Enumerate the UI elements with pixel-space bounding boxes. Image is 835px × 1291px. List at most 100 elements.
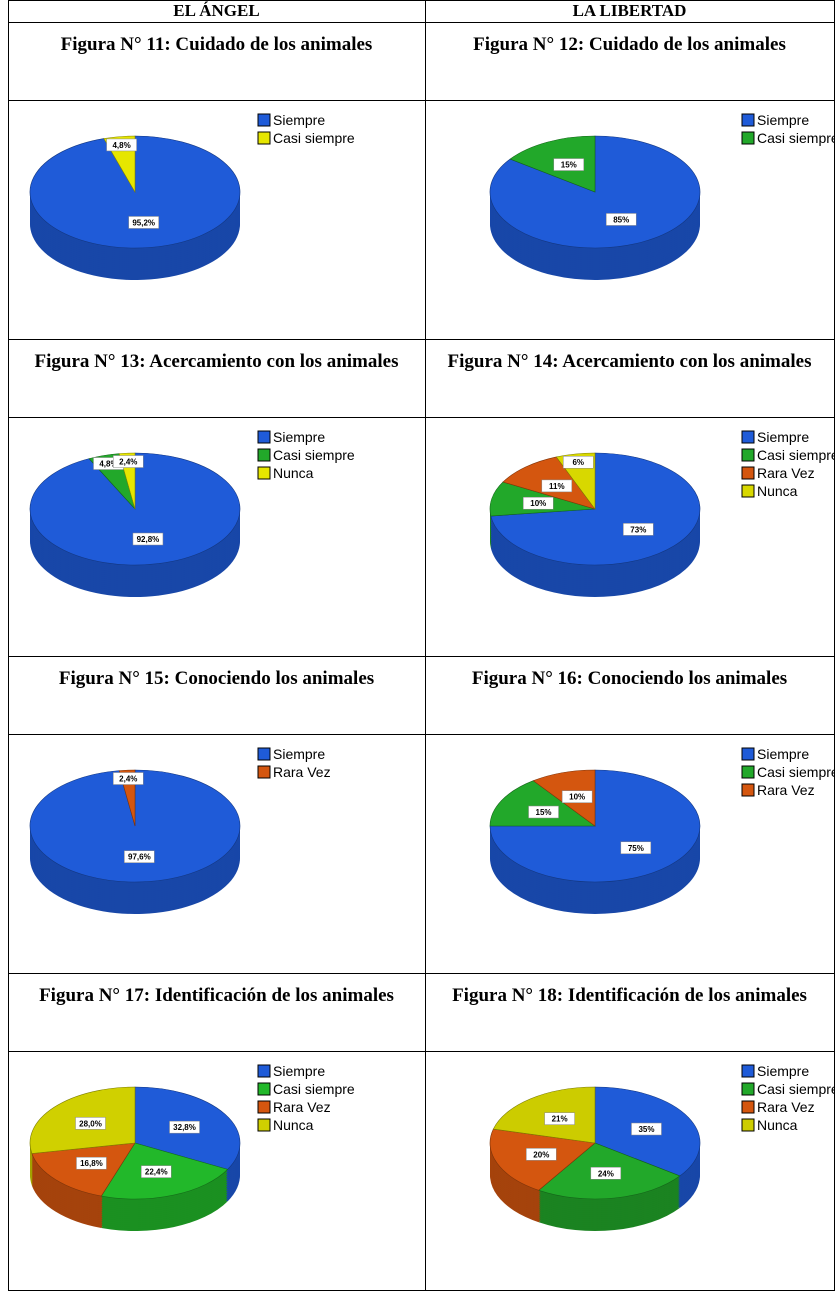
data-label: 22,4% [145, 1168, 168, 1177]
legend-label: Casi siempre [757, 764, 834, 780]
legend-swatch [257, 1082, 271, 1096]
legend-label: Casi siempre [757, 1081, 834, 1097]
legend-swatch [741, 783, 755, 797]
table-border [8, 22, 835, 23]
legend-label: Siempre [757, 1063, 809, 1079]
legend-swatch [741, 1100, 755, 1114]
label-box [620, 841, 652, 855]
figure-title: Figura N° 11: Cuidado de los animales [60, 34, 373, 55]
figure-title: Figura N° 16: Conociendo los animales [471, 668, 788, 689]
figure-title: Figura N° 15: Conociendo los animales [58, 668, 375, 689]
legend-label: Casi siempre [757, 130, 834, 146]
data-label: 95,2% [132, 218, 155, 227]
pie-slice [489, 780, 596, 827]
label-box [563, 455, 594, 469]
label-box [623, 523, 654, 536]
pie-chart: 73% 10%11% 6% Siempre Casi siempre Rara Vez Nu… [489, 429, 834, 597]
legend-swatch [257, 131, 271, 145]
legend-swatch [257, 747, 271, 761]
chart-cell: 85% 15% Siempre Casi siempre [425, 100, 834, 339]
legend-label: Siempre [757, 429, 809, 445]
label-box [526, 1148, 557, 1161]
data-label: 35% [638, 1125, 654, 1134]
table-border [8, 656, 835, 657]
table-border [8, 100, 835, 101]
pie-slice [509, 135, 596, 193]
legend-swatch [257, 1118, 271, 1132]
label-box [141, 1165, 172, 1178]
data-label: 85% [613, 215, 629, 224]
figure-title: Figura N° 12: Cuidado de los animales [473, 34, 786, 55]
chart-cell: 73% 10% 11% 6% Siempre Casi siempre Rara Vez Nu… [425, 417, 834, 656]
legend-label: Siempre [273, 746, 325, 762]
pie-chart: 85% 15% Siempre Casi siempre [489, 112, 834, 280]
legend-swatch [741, 131, 755, 145]
data-label: 6% [572, 458, 584, 467]
table-border [8, 973, 835, 974]
legend-label: Casi siempre [273, 1081, 355, 1097]
legend-swatch [257, 113, 271, 127]
label-box [544, 1112, 575, 1125]
data-label: 73% [630, 525, 646, 534]
legend-swatch [741, 484, 755, 498]
legend-swatch [257, 448, 271, 462]
legend-swatch [741, 448, 755, 462]
pie-chart: 75% 15% 10% Siempre Casi siempre Rara Vez [489, 746, 834, 914]
legend-label: Siempre [757, 746, 809, 762]
table-border [425, 0, 426, 1290]
legend-swatch [741, 747, 755, 761]
legend-swatch [257, 1100, 271, 1114]
legend-swatch [257, 466, 271, 480]
legend-label: Siempre [273, 1063, 325, 1079]
legend-label: Siempre [757, 112, 809, 128]
data-label: 21% [552, 1115, 568, 1124]
table-border [8, 417, 835, 418]
data-label: 4,8% [112, 141, 130, 150]
legend-swatch [257, 765, 271, 779]
figure-title: Figura N° 17: Identificación de los anim… [39, 985, 394, 1006]
data-label: 10% [530, 499, 546, 508]
table-border [8, 0, 835, 1]
label-box [106, 138, 137, 152]
legend-label: Casi siempre [273, 130, 355, 146]
column-header: LA LIBERTAD [572, 1, 687, 20]
label-box [76, 1156, 107, 1170]
legend-label: Rara Vez [273, 1099, 331, 1115]
data-label: 16,8% [80, 1159, 103, 1168]
legend-label: Nunca [273, 1117, 314, 1133]
label-box [553, 158, 585, 171]
legend-label: Rara Vez [757, 1099, 815, 1115]
pie-chart: 32,8% 22,4% 16,8% 28,0% Siempre Casi siempre R… [29, 1063, 355, 1231]
table-border [8, 734, 835, 735]
legend-swatch [257, 430, 271, 444]
legend-label: Rara Vez [273, 764, 331, 780]
legend-label: Rara Vez [757, 465, 815, 481]
label-box [605, 213, 637, 226]
legend-swatch [741, 466, 755, 480]
data-label: 32,8% [173, 1123, 196, 1132]
legend-swatch [741, 1064, 755, 1078]
legend-label: Nunca [273, 465, 314, 481]
label-box [528, 805, 559, 819]
legend-label: Siempre [273, 429, 325, 445]
data-label: 15% [561, 161, 577, 170]
legend-label: Siempre [273, 112, 325, 128]
label-box [631, 1122, 662, 1136]
label-box [523, 496, 554, 510]
figure-title: Figura N° 14: Acercamiento con los anima… [447, 351, 812, 372]
legend-swatch [741, 1082, 755, 1096]
table-border [8, 1051, 835, 1052]
chart-cell: 97,6% 2,4% Siempre Rara Vez [8, 734, 425, 973]
legend-label: Casi siempre [757, 447, 834, 463]
label-box [113, 772, 144, 785]
data-label: 4,8% [99, 460, 117, 469]
legend-swatch [741, 765, 755, 779]
data-label: 11% [549, 482, 565, 491]
column-header: EL ÁNGEL [173, 1, 260, 20]
table-border [8, 339, 835, 340]
data-label: 10% [569, 793, 585, 802]
data-label: 28,0% [79, 1119, 102, 1128]
data-label: 97,6% [128, 853, 151, 862]
chart-cell: 95,2% 4,8% Siempre Casi siempre [8, 100, 425, 339]
